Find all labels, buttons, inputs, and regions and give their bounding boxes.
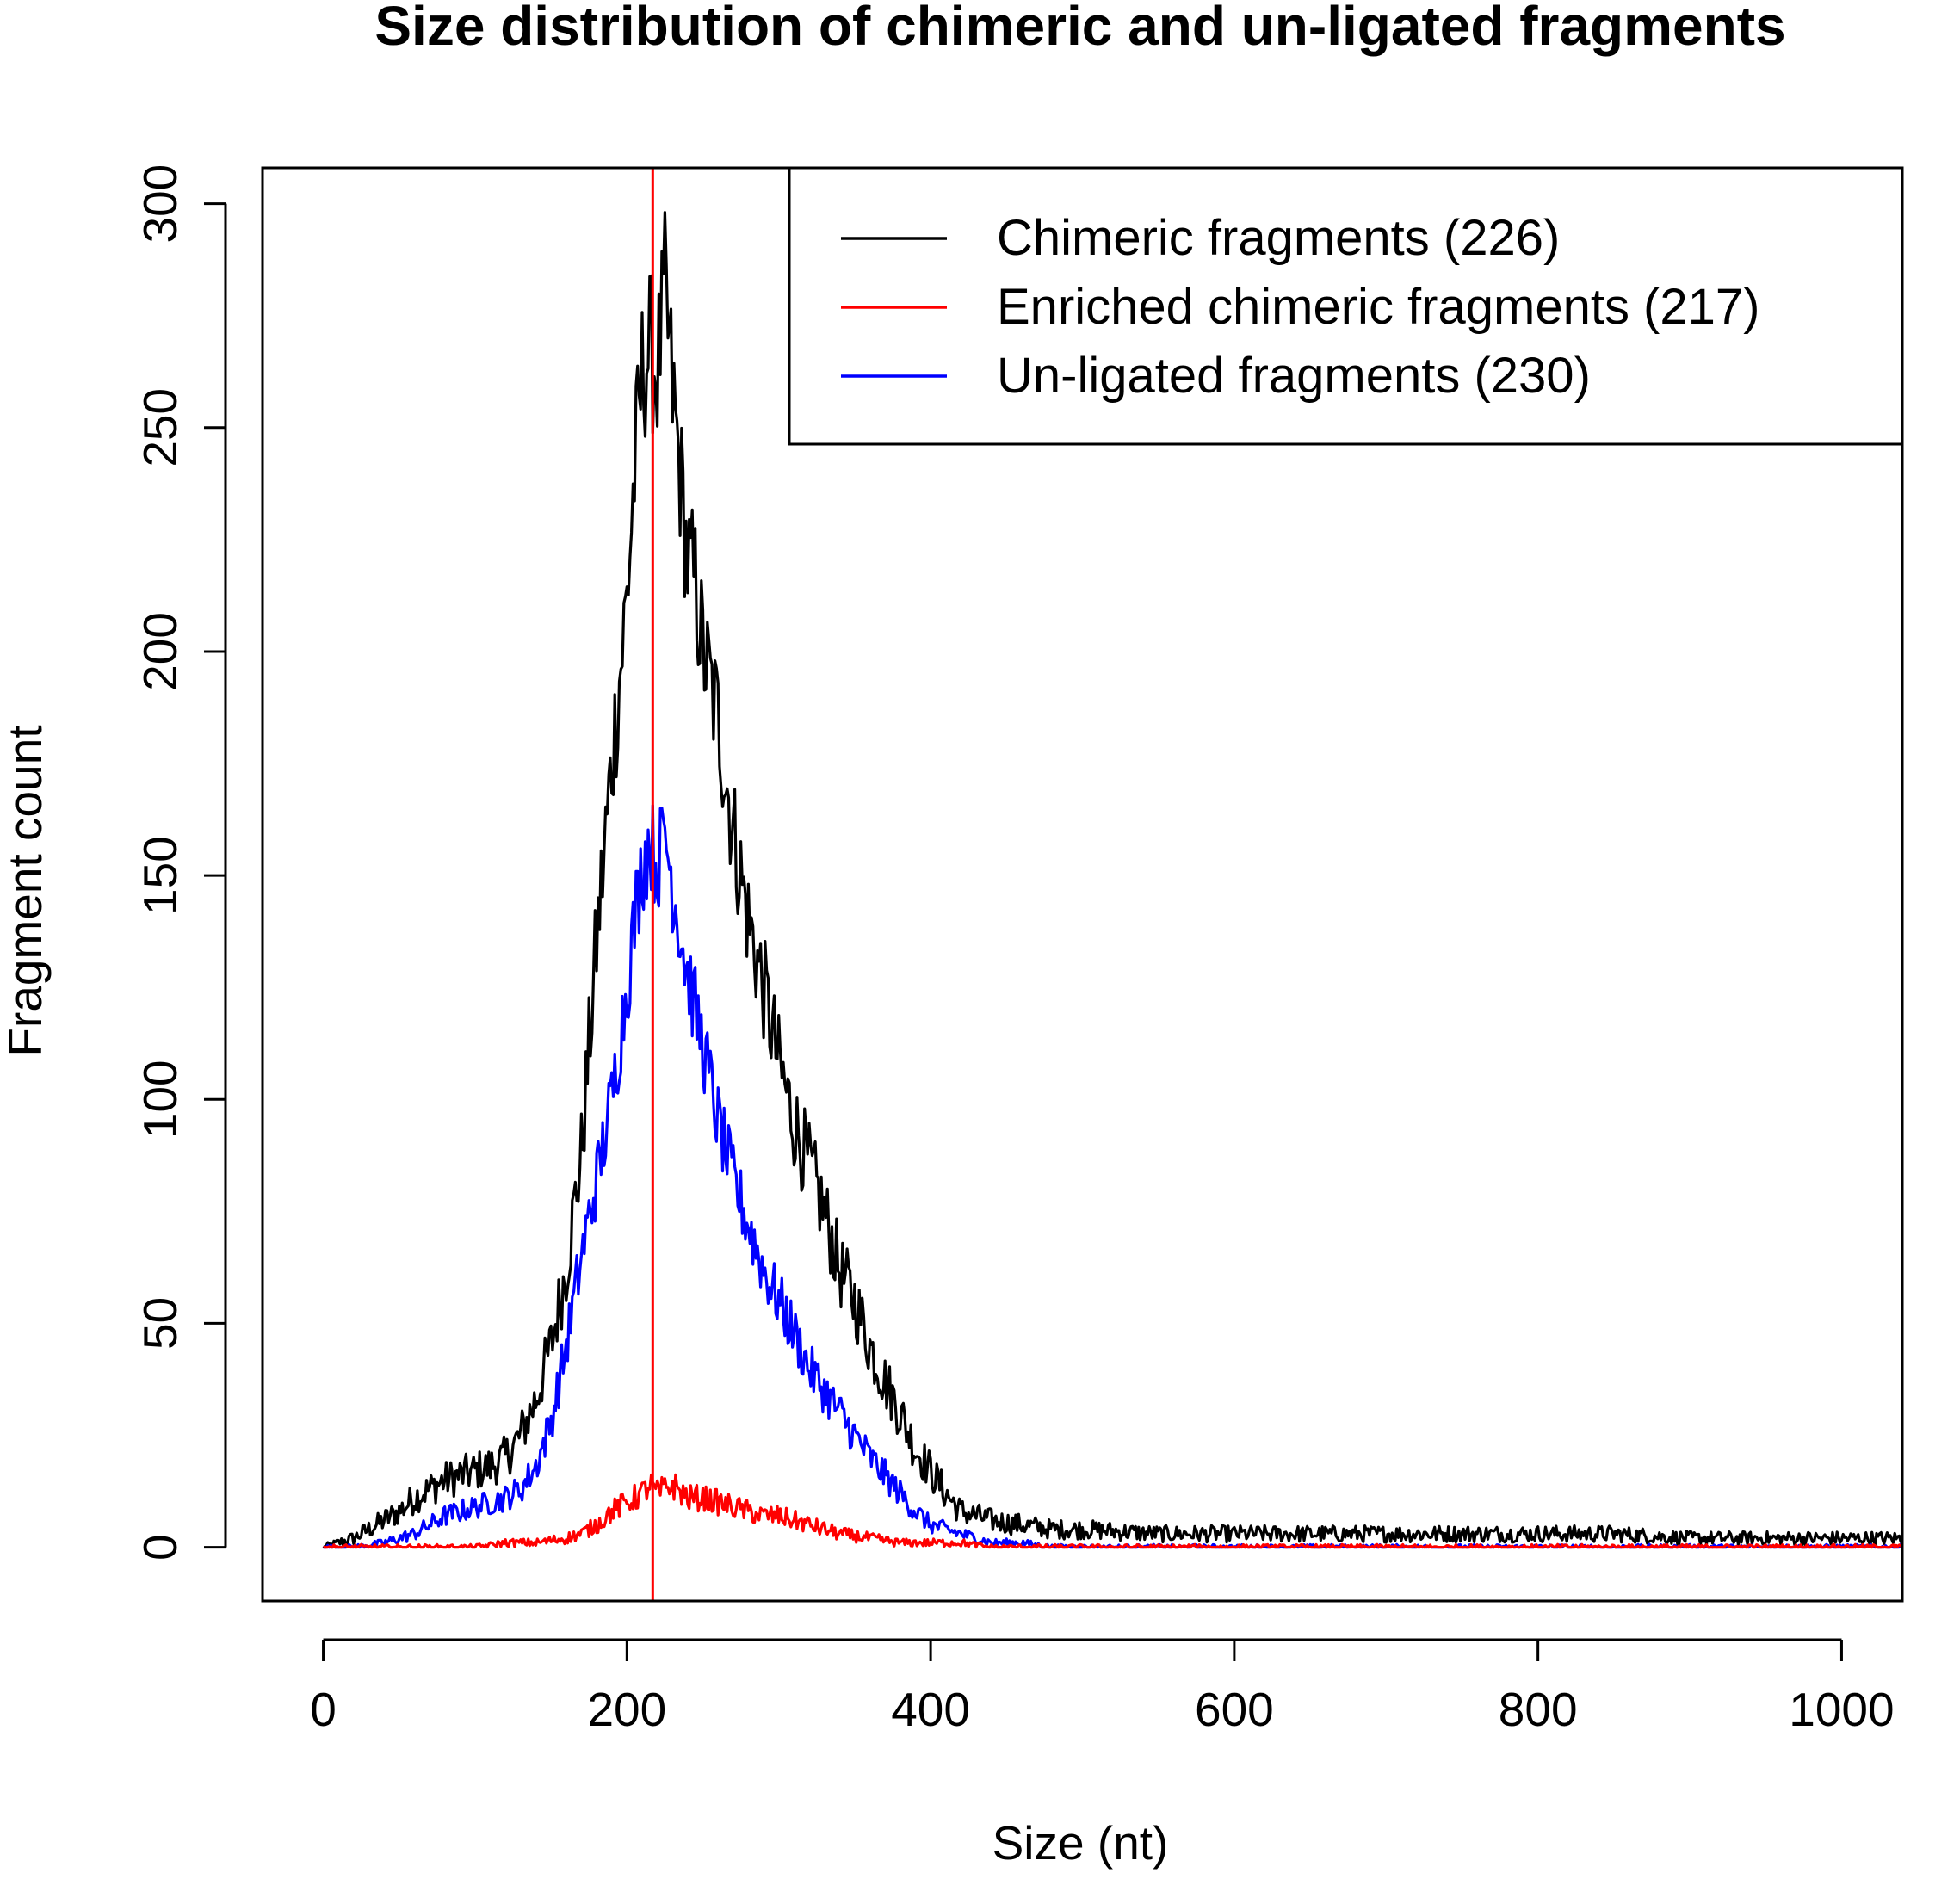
y-axis-label: Fragment count (0, 725, 52, 1056)
y-tick-label: 100 (133, 1060, 187, 1139)
chart-title: Size distribution of chimeric and un-lig… (374, 0, 1785, 57)
x-tick-label: 0 (310, 1683, 337, 1736)
y-tick-label: 150 (133, 836, 187, 915)
x-tick-label: 1000 (1789, 1683, 1894, 1736)
legend-label-2: Enriched chimeric fragments (217) (997, 279, 1759, 335)
legend-label-3: Un-ligated fragments (230) (997, 348, 1591, 404)
x-tick-label: 600 (1195, 1683, 1274, 1736)
y-axis: 0 50 100 150 200 250 300 (133, 164, 227, 1561)
series-line-1 (322, 211, 1902, 1549)
legend-label-1: Chimeric fragments (226) (997, 210, 1560, 266)
x-axis: 0 200 400 600 800 1000 (310, 1638, 1895, 1736)
y-tick-label: 300 (133, 164, 187, 244)
y-tick-label: 250 (133, 388, 187, 467)
y-tick-label: 50 (133, 1297, 187, 1350)
x-tick-label: 400 (891, 1683, 970, 1736)
x-tick-label: 200 (587, 1683, 666, 1736)
plot-area (322, 168, 1902, 1601)
legend: Chimeric fragments (226) Enriched chimeri… (788, 166, 1904, 446)
x-tick-label: 800 (1499, 1683, 1578, 1736)
y-tick-label: 0 (133, 1534, 187, 1561)
y-tick-label: 200 (133, 612, 187, 691)
x-axis-label: Size (nt) (992, 1816, 1169, 1870)
series-line-2 (323, 1473, 1902, 1549)
legend-box (788, 166, 1904, 446)
series-line-3 (323, 804, 1902, 1549)
